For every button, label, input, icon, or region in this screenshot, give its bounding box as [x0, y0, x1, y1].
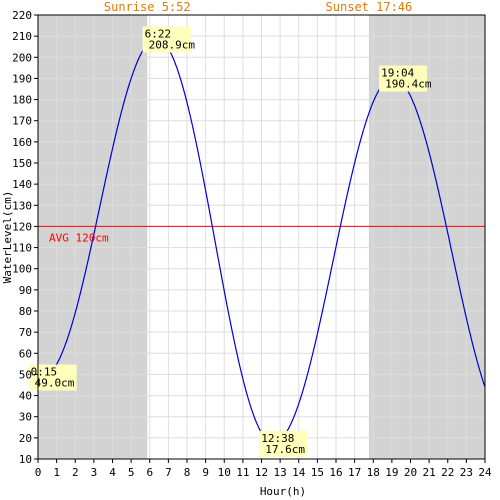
y-tick-label: 150	[12, 157, 32, 170]
x-tick-label: 19	[385, 466, 398, 479]
x-tick-label: 10	[218, 466, 231, 479]
x-tick-label: 16	[329, 466, 342, 479]
annotation-time: 19:04	[381, 67, 414, 80]
y-tick-label: 80	[19, 305, 32, 318]
x-tick-label: 22	[441, 466, 454, 479]
x-tick-label: 15	[311, 466, 324, 479]
annotation-level: 190.4cm	[385, 78, 432, 91]
y-tick-label: 170	[12, 115, 32, 128]
annotation-time: 6:22	[145, 27, 172, 40]
y-tick-label: 220	[12, 9, 32, 22]
x-tick-label: 0	[35, 466, 42, 479]
labels: Sunrise 5:52 Sunset 17:46 AVG 120cm Hour…	[1, 0, 412, 498]
x-tick-label: 7	[165, 466, 172, 479]
x-tick-label: 14	[292, 466, 306, 479]
y-tick-label: 60	[19, 347, 32, 360]
sunrise-label: Sunrise 5:52	[104, 0, 191, 14]
x-tick-label: 23	[460, 466, 473, 479]
y-tick-label: 70	[19, 326, 32, 339]
axes: 0 1 2 3 4 5 6 7 8 9 10 11 12 13 14 15 16 17 18 19 20 21 22 23 24…	[12, 9, 492, 479]
sunset-label: Sunset 17:46	[326, 0, 413, 14]
y-tick-label: 100	[12, 263, 32, 276]
annotation-time: 0:15	[31, 366, 58, 379]
y-tick-label: 140	[12, 178, 32, 191]
y-tick-label: 190	[12, 72, 32, 85]
average-label: AVG 120cm	[49, 231, 109, 244]
y-tick-label: 30	[19, 411, 32, 424]
y-axis-title: WaterLevel(cm)	[1, 191, 14, 284]
y-tick-label: 40	[19, 390, 32, 403]
x-tick-label: 3	[91, 466, 98, 479]
x-tick-label: 5	[128, 466, 135, 479]
x-tick-label: 1	[53, 466, 60, 479]
x-tick-label: 18	[367, 466, 380, 479]
x-tick-label: 20	[404, 466, 417, 479]
x-axis-title: Hour(h)	[260, 485, 306, 498]
y-tick-label: 110	[12, 242, 32, 255]
x-tick-label: 4	[109, 466, 116, 479]
x-tick-label: 17	[348, 466, 361, 479]
y-tick-label: 50	[19, 368, 32, 381]
y-tick-label: 10	[19, 453, 32, 466]
annotation-box	[142, 26, 191, 53]
y-tick-label: 120	[12, 220, 32, 233]
annotation-box	[259, 430, 308, 457]
x-tick-label: 6	[146, 466, 153, 479]
x-tick-label: 13	[274, 466, 287, 479]
x-tick-label: 12	[255, 466, 268, 479]
x-tick-label: 2	[72, 466, 79, 479]
x-tick-label: 9	[202, 466, 209, 479]
annotation-box	[379, 65, 428, 92]
annotation-level: 17.6cm	[265, 443, 305, 456]
y-tick-label: 210	[12, 30, 32, 43]
y-tick-label: 20	[19, 432, 32, 445]
y-tick-label: 130	[12, 199, 32, 212]
x-tick-label: 8	[184, 466, 191, 479]
y-tick-label: 160	[12, 136, 32, 149]
x-tick-label: 21	[423, 466, 436, 479]
y-tick-label: 180	[12, 94, 32, 107]
x-tick-label: 11	[236, 466, 249, 479]
y-tick-label: 90	[19, 284, 32, 297]
annotation-box	[28, 364, 77, 391]
annotation-level: 208.9cm	[149, 38, 196, 51]
annotation-level: 49.0cm	[35, 377, 75, 390]
y-tick-label: 200	[12, 51, 32, 64]
x-tick-label: 24	[478, 466, 492, 479]
annotation-time: 12:38	[261, 432, 294, 445]
grid	[37, 14, 486, 460]
